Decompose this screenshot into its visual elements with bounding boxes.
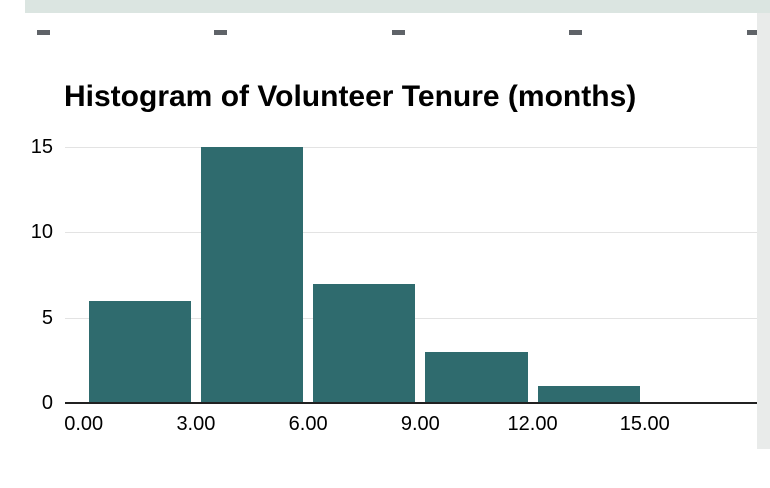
sheet-cell-mark <box>392 30 405 35</box>
sheet-cell-mark <box>569 30 582 35</box>
sheet-cell-mark <box>747 30 760 35</box>
histogram-bar[interactable] <box>200 147 304 403</box>
sheet-cell-mark <box>214 30 227 35</box>
gridline-y-15 <box>65 147 757 148</box>
y-axis-tick-label: 5 <box>41 306 53 329</box>
plot-area: 0 5 10 15 0.00 3.00 6.00 9.00 12.00 15.00 <box>31 136 757 435</box>
gridline-y-10 <box>65 232 757 234</box>
x-axis-tick-label: 3.00 <box>176 413 216 435</box>
histogram-bar[interactable] <box>313 283 416 403</box>
y-axis-tick-label: 0 <box>41 392 53 414</box>
x-axis-tick-label: 12.00 <box>507 413 558 435</box>
x-axis-tick-label: 15.00 <box>619 413 670 435</box>
x-axis-baseline <box>65 402 757 404</box>
sheet-cell-mark <box>37 30 50 35</box>
y-axis-tick-label: 15 <box>30 136 53 158</box>
chart-title: Histogram of Volunteer Tenure (months) <box>64 80 637 113</box>
x-axis-tick-label: 6.00 <box>288 413 328 435</box>
y-axis-tick-label: 10 <box>30 221 53 244</box>
sheet-row-band <box>25 0 770 13</box>
histogram-bar[interactable] <box>537 385 640 403</box>
sheet-right-strip <box>757 13 770 449</box>
histogram-bar[interactable] <box>425 351 528 403</box>
x-axis-tick-label: 0.00 <box>64 413 104 435</box>
x-axis-tick-label: 9.00 <box>400 413 440 435</box>
histogram-bar[interactable] <box>88 300 191 403</box>
